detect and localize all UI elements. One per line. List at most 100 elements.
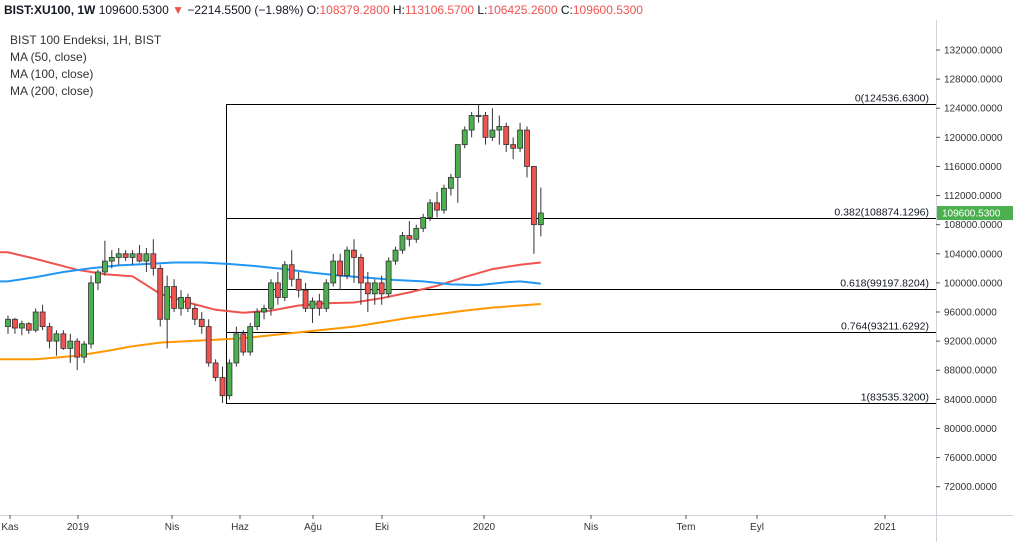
candle xyxy=(434,191,440,218)
y-tick-label: 132000.0000 xyxy=(944,46,1003,57)
candle xyxy=(503,122,510,152)
candle xyxy=(482,111,489,145)
candle-body xyxy=(171,286,177,309)
candle xyxy=(371,279,378,305)
candle-body xyxy=(136,253,143,262)
symbol-title: BIST:XU100, 1W xyxy=(4,3,96,17)
legend-ma200[interactable]: MA (200, close) xyxy=(10,84,94,98)
candle-body xyxy=(32,311,39,331)
y-tick-label: 84000.0000 xyxy=(944,395,997,406)
candle xyxy=(219,366,226,403)
candle xyxy=(129,250,136,265)
candle xyxy=(531,166,537,254)
candle xyxy=(108,250,115,269)
open-value: 108379.2800 xyxy=(319,3,390,17)
fib-level-label: 0.618(99197.8204) xyxy=(840,278,929,290)
last-price-badge xyxy=(937,206,1013,221)
x-tick-label: Nis xyxy=(584,522,598,533)
candle xyxy=(392,246,399,265)
fib-level-label: 1(83535.3200) xyxy=(861,392,929,404)
candle xyxy=(254,308,261,331)
close-value: 109600.5300 xyxy=(572,3,643,17)
candle xyxy=(185,293,191,313)
candle xyxy=(81,341,88,363)
candle-body xyxy=(178,297,184,309)
candle-body xyxy=(441,187,447,211)
candle xyxy=(5,315,11,334)
candle-body xyxy=(25,323,32,331)
candle-body xyxy=(510,144,517,149)
candle xyxy=(95,269,101,291)
candle-body xyxy=(18,323,25,329)
candle xyxy=(60,330,67,350)
candle xyxy=(247,322,254,356)
low-label: L: xyxy=(477,3,488,17)
candle xyxy=(385,257,392,298)
candle-body xyxy=(323,282,330,309)
candle-body xyxy=(268,282,274,309)
candle xyxy=(364,271,371,313)
y-tick-label: 116000.0000 xyxy=(944,162,1002,173)
candle-body xyxy=(219,377,226,397)
candle-body xyxy=(129,253,136,258)
candle-body xyxy=(39,311,46,327)
candle xyxy=(413,224,420,243)
candles xyxy=(5,104,544,403)
candle xyxy=(489,108,496,141)
y-tick-label: 128000.0000 xyxy=(944,75,1003,86)
candle xyxy=(288,250,295,287)
candle xyxy=(88,275,94,349)
candle-body xyxy=(274,282,281,298)
candle-body xyxy=(413,227,420,240)
legend-ma100[interactable]: MA (100, close) xyxy=(10,67,94,81)
candle-body xyxy=(475,115,482,117)
candle xyxy=(32,308,39,333)
candle-body xyxy=(537,212,544,226)
candle xyxy=(420,213,427,232)
candle xyxy=(74,338,81,371)
candle xyxy=(323,279,330,313)
y-tick-label: 92000.0000 xyxy=(944,337,997,348)
candle xyxy=(378,275,385,305)
last-price: 109600.5300 xyxy=(98,3,169,17)
candle xyxy=(198,312,205,334)
candle-body xyxy=(53,333,60,342)
candle-body xyxy=(288,264,295,280)
candle-body xyxy=(88,282,94,345)
candle xyxy=(53,330,60,356)
candle-body xyxy=(454,144,461,178)
candle-body xyxy=(12,318,18,329)
x-tick-label: Ağu xyxy=(304,522,322,533)
candle xyxy=(150,239,157,276)
candle-body xyxy=(385,260,392,295)
candle xyxy=(399,231,406,254)
candle-body xyxy=(461,129,468,146)
candle-body xyxy=(517,129,523,149)
fib-retracement[interactable]: 0(124536.6300) 0.382(108874.1296) 0.618(99… xyxy=(226,93,936,404)
candle-body xyxy=(302,289,309,309)
price-change: −2214.5500 (−1.98%) xyxy=(187,3,304,17)
candle-body xyxy=(5,318,11,327)
low-value: 106425.2600 xyxy=(487,3,558,17)
candle-body xyxy=(358,257,364,284)
candle xyxy=(510,137,517,160)
candle xyxy=(337,253,344,291)
candle xyxy=(281,261,288,302)
candle xyxy=(164,275,171,349)
candle-body xyxy=(191,307,198,320)
candle-body xyxy=(185,297,191,309)
candle xyxy=(191,304,198,326)
candle xyxy=(143,247,150,272)
candle xyxy=(309,297,316,323)
candle-body xyxy=(95,271,101,284)
legend-title[interactable]: BIST 100 Endeksi, 1H, BIST xyxy=(10,33,162,47)
x-tick-label: 2019 xyxy=(67,522,90,533)
candle xyxy=(67,333,74,363)
candle-body xyxy=(524,129,530,167)
axes: 132000.0000 128000.0000 124000.0000 120000.… xyxy=(0,20,1013,542)
legend-ma50[interactable]: MA (50, close) xyxy=(10,50,87,64)
candle-body xyxy=(240,333,247,353)
ma-line-orange xyxy=(0,303,541,361)
y-tick-label: 112000.0000 xyxy=(944,191,1002,202)
